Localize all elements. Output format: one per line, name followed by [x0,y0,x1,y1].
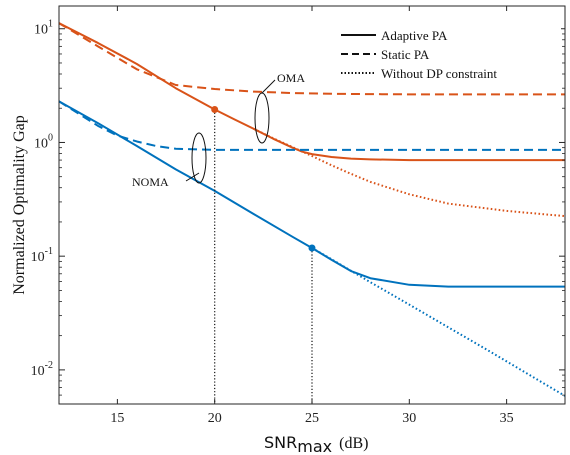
x-axis-title: SNRmax (dB) [264,433,368,455]
x-axis-title-subscript: max [297,437,332,455]
tick-layer: 15 20 25 30 35 10-2 10-1 100 101 [31,6,565,426]
annotation-noma: NOMA [132,132,207,189]
legend: Adaptive PA Static PA Without DP constra… [333,20,561,86]
series-oma-dotted [253,127,565,218]
marker-layer [211,105,316,252]
y-tick-label-1: 101 [34,19,53,38]
x-tick-label-15: 15 [110,411,124,426]
marker-noma [308,244,316,252]
y-axis-title: Normalized Optimality Gap [11,115,28,295]
x-tick-label-35: 35 [500,411,514,426]
legend-label-adaptive: Adaptive PA [381,28,448,43]
annotation-oma: OMA [254,71,305,144]
annotation-oma-pointer [261,79,276,94]
x-tick-label-20: 20 [208,411,222,426]
x-axis-title-unit: (dB) [339,435,368,452]
legend-label-without-dp: Without DP constraint [381,66,497,81]
x-tick-label-25: 25 [305,411,319,426]
y-tick-label--1: 10-1 [31,246,53,265]
guide-layer [214,109,313,404]
legend-box [333,20,561,86]
annotation-noma-ellipse [191,132,207,184]
y-tick-label-0: 100 [34,132,53,151]
series-noma-dotted [311,247,565,397]
series-oma-dashed [59,22,565,96]
annotation-oma-label: OMA [277,71,305,85]
marker-oma [211,105,219,113]
annotation-noma-label: NOMA [132,175,169,189]
legend-label-static: Static PA [381,47,430,62]
annotation-noma-pointer [185,172,200,182]
x-axis-title-main: SNR [264,433,297,452]
x-tick-label-30: 30 [402,411,416,426]
series-noma-dashed [59,100,565,151]
y-tick-label--2: 10-2 [31,360,53,379]
